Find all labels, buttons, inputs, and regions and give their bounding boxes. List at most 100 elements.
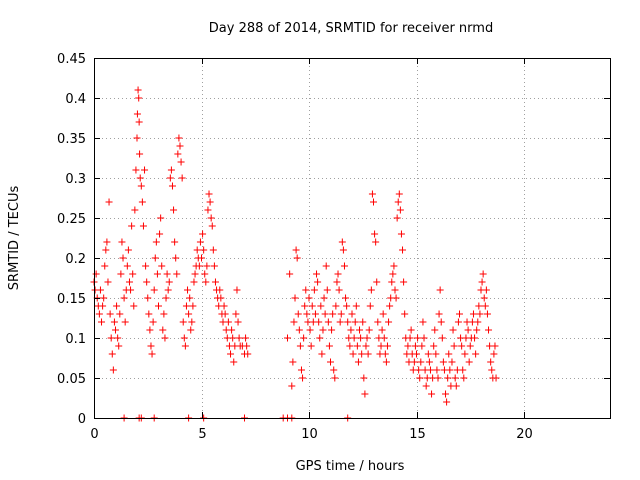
data-point (374, 318, 382, 326)
x-tick-label: 10 (301, 427, 318, 442)
data-point (205, 190, 213, 198)
data-point (344, 318, 352, 326)
data-point (419, 318, 427, 326)
data-point (167, 166, 175, 174)
data-point (160, 310, 168, 318)
data-point (372, 238, 380, 246)
grid-lines (94, 58, 610, 418)
y-tick-label: 0.25 (57, 212, 86, 227)
data-point (426, 366, 434, 374)
data-point (117, 270, 125, 278)
data-point (108, 350, 116, 358)
data-point (189, 302, 197, 310)
data-point (443, 398, 451, 406)
plot-frame (94, 58, 611, 419)
data-point (181, 342, 189, 350)
data-point (228, 326, 236, 334)
data-point (362, 342, 370, 350)
data-point (471, 334, 479, 342)
data-point (451, 374, 459, 382)
data-point (454, 318, 462, 326)
data-point (449, 326, 457, 334)
data-point (466, 342, 474, 350)
data-point (300, 334, 308, 342)
data-point (171, 238, 179, 246)
data-point (123, 262, 131, 270)
data-point (391, 286, 399, 294)
data-point (132, 166, 140, 174)
x-tick-label: 0 (90, 427, 98, 442)
data-point (479, 270, 487, 278)
data-point (317, 302, 325, 310)
data-point (147, 342, 155, 350)
data-point (481, 302, 489, 310)
data-point (357, 334, 365, 342)
data-point (415, 366, 423, 374)
data-point (424, 350, 432, 358)
data-point (155, 302, 162, 310)
data-point (115, 342, 123, 350)
data-point (242, 334, 250, 342)
data-point (319, 326, 327, 334)
data-point (343, 302, 351, 310)
data-point (385, 318, 393, 326)
data-point (174, 150, 182, 158)
data-point (444, 374, 452, 382)
data-point (297, 366, 305, 374)
data-point (464, 326, 472, 334)
data-point (352, 302, 360, 310)
data-point (320, 294, 328, 302)
data-point (138, 198, 146, 206)
data-point (227, 350, 235, 358)
data-point (243, 342, 251, 350)
data-point (176, 142, 184, 150)
data-point (150, 286, 158, 294)
data-point (308, 302, 316, 310)
data-point (359, 318, 367, 326)
data-point (367, 286, 375, 294)
data-point (331, 374, 339, 382)
data-point (144, 294, 152, 302)
data-point (322, 262, 330, 270)
data-point (364, 350, 372, 358)
data-point (133, 134, 141, 142)
data-point (204, 206, 212, 214)
data-point (386, 302, 394, 310)
data-point (148, 350, 156, 358)
data-point (196, 238, 204, 246)
data-point (315, 318, 323, 326)
data-point (286, 270, 294, 278)
x-tick-label: 20 (516, 427, 533, 442)
data-point (119, 254, 127, 262)
data-point (190, 278, 198, 286)
data-point (200, 246, 208, 254)
data-point (299, 374, 307, 382)
data-point (480, 294, 488, 302)
data-point (473, 326, 481, 334)
data-point (434, 374, 442, 382)
data-point (330, 366, 338, 374)
data-point (472, 350, 480, 358)
data-point (388, 278, 396, 286)
data-point (428, 390, 436, 398)
data-point (210, 262, 218, 270)
data-point (103, 238, 111, 246)
data-point (134, 86, 142, 94)
data-point (139, 222, 147, 230)
data-point (422, 382, 430, 390)
chart-title: Day 288 of 2014, SRMTID for receiver nrm… (209, 21, 493, 36)
data-point (366, 302, 374, 310)
data-point (116, 310, 124, 318)
data-point (207, 214, 215, 222)
data-point (363, 334, 371, 342)
data-point (390, 262, 398, 270)
data-point (105, 198, 113, 206)
data-point (158, 262, 166, 270)
data-point (465, 358, 473, 366)
data-point (110, 318, 118, 326)
data-point (325, 342, 333, 350)
data-point (96, 286, 104, 294)
data-point (437, 318, 445, 326)
data-point (392, 294, 400, 302)
data-point (112, 326, 119, 334)
